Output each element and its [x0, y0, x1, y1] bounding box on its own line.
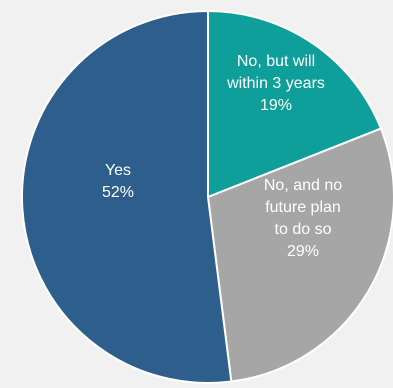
pie-slice-0	[207, 10, 382, 198]
pie-slice-2	[20, 10, 233, 384]
pie-slice-label-2: Yes 52%	[102, 162, 134, 201]
pie-slice-value-label: 29%	[287, 243, 319, 260]
pie-labels: No, but will within 3 years 19% No, and no f…	[102, 53, 342, 260]
pie-slice-category-label: within 3 years	[226, 75, 325, 92]
pie-slice-value-label: 52%	[102, 184, 134, 201]
pie-slice-category-label: future plan	[265, 199, 341, 216]
pie-slice-category-label: Yes	[105, 162, 131, 179]
pie-slice-label-0: No, but will within 3 years 19%	[226, 53, 325, 114]
pie-slice-category-label: No, and no	[264, 177, 342, 194]
pie-slice-category-label: to do so	[275, 221, 332, 238]
pie-slice-category-label: No, but will	[237, 53, 315, 70]
pie-slice-label-1: No, and no future plan to do so 29%	[264, 177, 342, 260]
pie-slices	[20, 10, 393, 384]
pie-slice-value-label: 19%	[260, 97, 292, 114]
pie-slice-1	[207, 127, 393, 383]
